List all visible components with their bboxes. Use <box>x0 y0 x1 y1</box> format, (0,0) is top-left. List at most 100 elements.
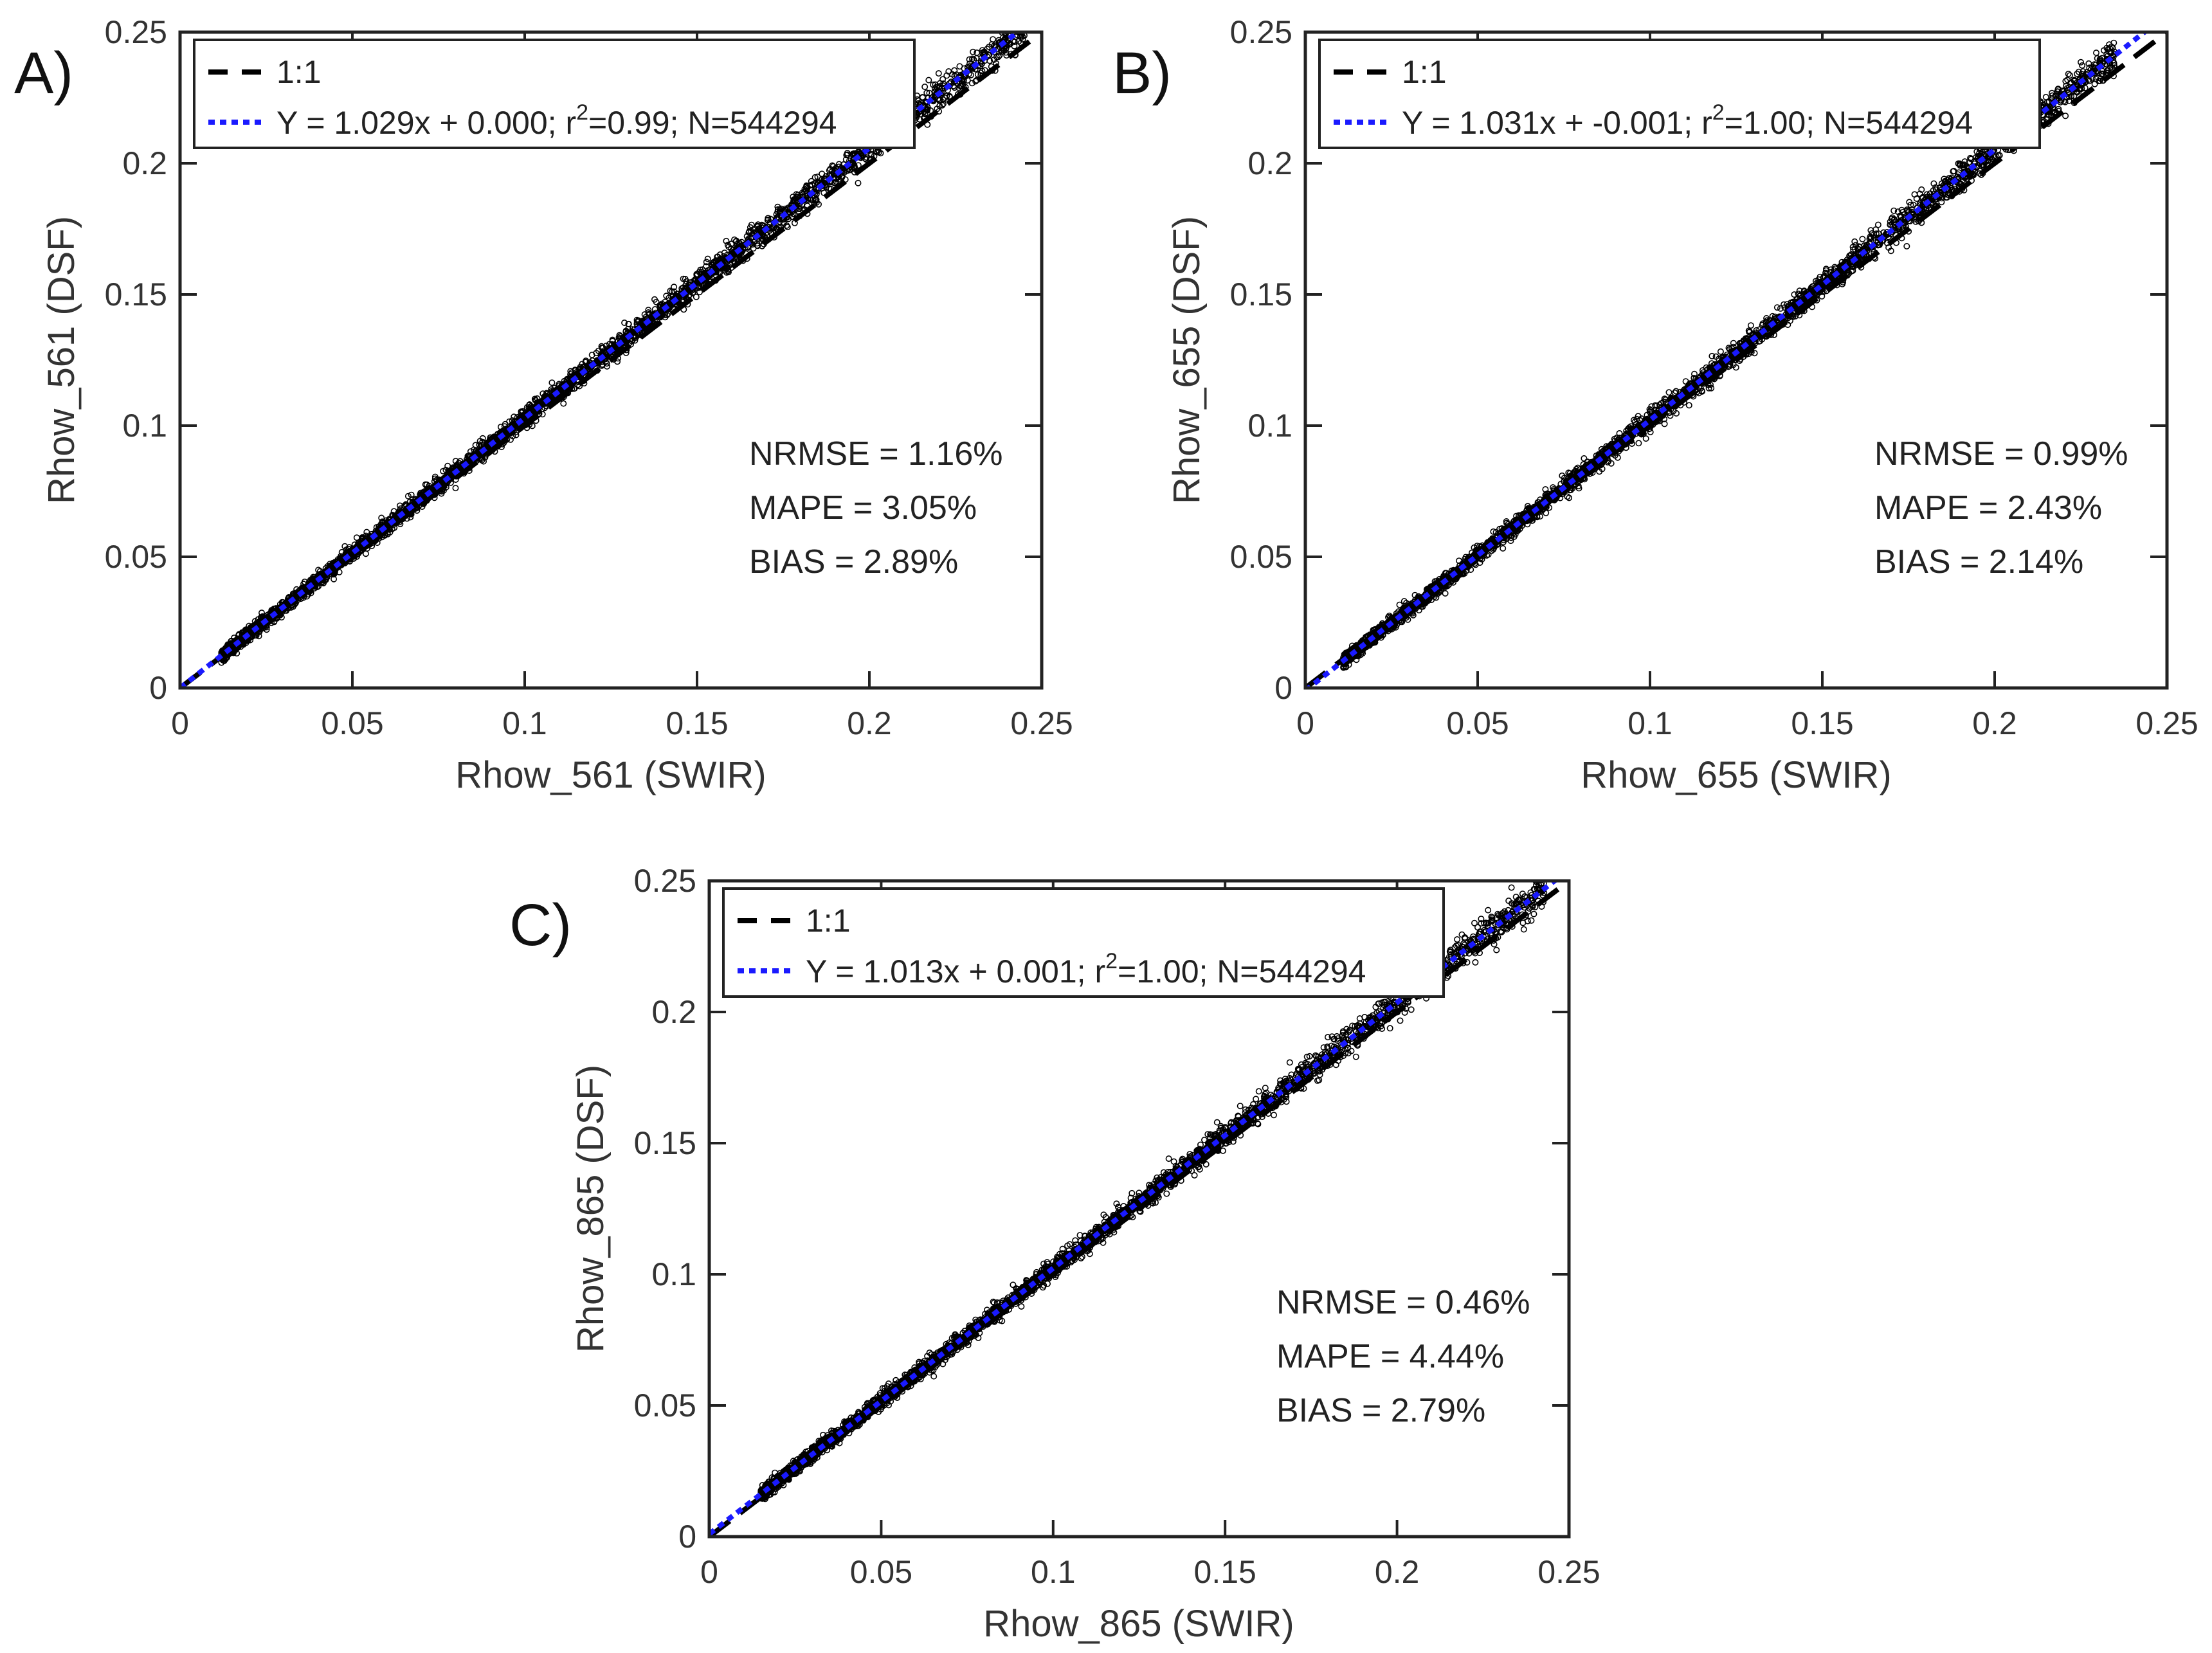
scatter-point <box>539 411 546 418</box>
scatter-point <box>1581 455 1588 462</box>
scatter-point <box>1709 352 1716 359</box>
scatter-point <box>258 610 265 617</box>
scatter-point <box>667 287 674 294</box>
scatter-point <box>731 236 738 243</box>
scatter-point <box>639 322 646 329</box>
scatter-point <box>1442 590 1449 597</box>
scatter-point <box>431 473 439 480</box>
scatter-point <box>625 320 632 327</box>
scatter-point <box>362 550 369 557</box>
scatter-point <box>703 258 710 266</box>
x-tick-label: 0.1 <box>502 705 547 741</box>
scatter-point <box>1020 22 1026 27</box>
scatter-point <box>401 502 408 509</box>
scatter-point <box>801 186 808 193</box>
scatter-point <box>1021 17 1026 23</box>
scatter-point <box>783 222 790 229</box>
scatter-point <box>972 78 979 85</box>
scatter-point <box>919 94 926 101</box>
scatter-point <box>704 255 711 262</box>
x-tick-label: 0.15 <box>666 705 728 741</box>
scatter-point <box>915 97 922 104</box>
scatter-point <box>293 590 300 597</box>
scatter-point <box>777 205 784 212</box>
scatter-point <box>1930 187 1937 194</box>
scatter-point <box>1004 15 1010 21</box>
scatter-point <box>1007 40 1014 47</box>
scatter-point <box>785 215 792 222</box>
scatter-point <box>613 345 620 352</box>
scatter-point <box>956 63 963 70</box>
scatter-point <box>842 156 849 163</box>
y-axis-label: Rhow_561 (DSF) <box>41 216 82 504</box>
x-tick-label: 0.25 <box>1010 705 1073 741</box>
scatter-point <box>703 263 710 270</box>
scatter-point <box>526 406 533 413</box>
scatter-point <box>2078 59 2085 66</box>
regression-fit-line <box>180 32 1022 688</box>
scatter-point <box>671 284 678 291</box>
scatter-point <box>767 215 774 222</box>
scatter-point <box>970 48 977 55</box>
scatter-point <box>927 107 934 114</box>
scatter-point <box>939 100 947 107</box>
scatter-point <box>1019 23 1024 28</box>
legend: 1:1Y = 1.029x + 0.000; r2=0.99; N=544294 <box>193 39 916 149</box>
scatter-point <box>1705 384 1712 392</box>
scatter-point <box>746 228 753 235</box>
chart-panel-a: 000.050.050.10.10.150.150.20.20.250.25Rh… <box>14 14 1073 796</box>
scatter-point <box>484 440 491 447</box>
scatter-point <box>663 293 670 300</box>
statistic-line: MAPE = 3.05% <box>749 489 977 527</box>
scatter-point <box>452 485 459 492</box>
y-tick-label: 0.25 <box>105 14 167 50</box>
scatter-point <box>833 178 840 185</box>
scatter-point <box>725 269 732 276</box>
scatter-point <box>723 237 730 244</box>
scatter-point <box>1717 348 1724 355</box>
scatter-point <box>819 170 826 177</box>
scatter-point <box>548 379 556 386</box>
scatter-point <box>383 519 390 526</box>
scatter-point <box>2093 50 2100 57</box>
scatter-point <box>813 199 820 206</box>
scatter-point <box>1022 21 1027 26</box>
scatter-point <box>811 174 819 181</box>
scatter-point <box>529 422 536 429</box>
scatter-point <box>645 307 652 314</box>
scatter-point <box>863 154 870 161</box>
scatter-point <box>724 241 731 248</box>
legend-box <box>193 39 916 149</box>
legend-fit-prefix: Y = 1.029x + 0.000; r <box>276 105 576 141</box>
scatter-point <box>235 635 241 642</box>
legend-entry-fit: Y = 1.029x + 0.000; r2=0.99; N=544294 <box>276 100 837 141</box>
axes-frame <box>178 30 1044 690</box>
scatter-point <box>1918 186 1925 193</box>
scatter-point <box>2065 71 2072 78</box>
scatter-point <box>951 84 958 91</box>
scatter-point <box>1673 388 1680 395</box>
y-tick-label: 0 <box>149 670 167 706</box>
scatter-point <box>538 398 545 405</box>
x-tick-label: 0.05 <box>321 705 383 741</box>
scatter-point <box>1885 244 1892 251</box>
scatter-point <box>966 56 973 63</box>
scatter-point <box>773 211 780 218</box>
scatter-point <box>832 165 839 172</box>
scatter-point <box>693 293 700 300</box>
scatter-point <box>568 369 576 376</box>
scatter-point <box>1021 23 1026 28</box>
scatter-point <box>598 343 605 350</box>
chart-panel-b: 000.050.050.10.10.150.150.20.20.250.25Rh… <box>1112 14 2198 796</box>
scatter-point <box>937 82 944 89</box>
scatter-point <box>993 53 1000 60</box>
scatter-point <box>939 76 947 83</box>
scatter-point <box>479 435 486 442</box>
scatter-point <box>1008 24 1013 29</box>
scatter-point <box>747 224 754 231</box>
scatter-point <box>831 179 838 186</box>
scatter-point <box>829 168 836 175</box>
scatter-point <box>750 239 757 246</box>
scatter-point <box>1647 428 1654 435</box>
